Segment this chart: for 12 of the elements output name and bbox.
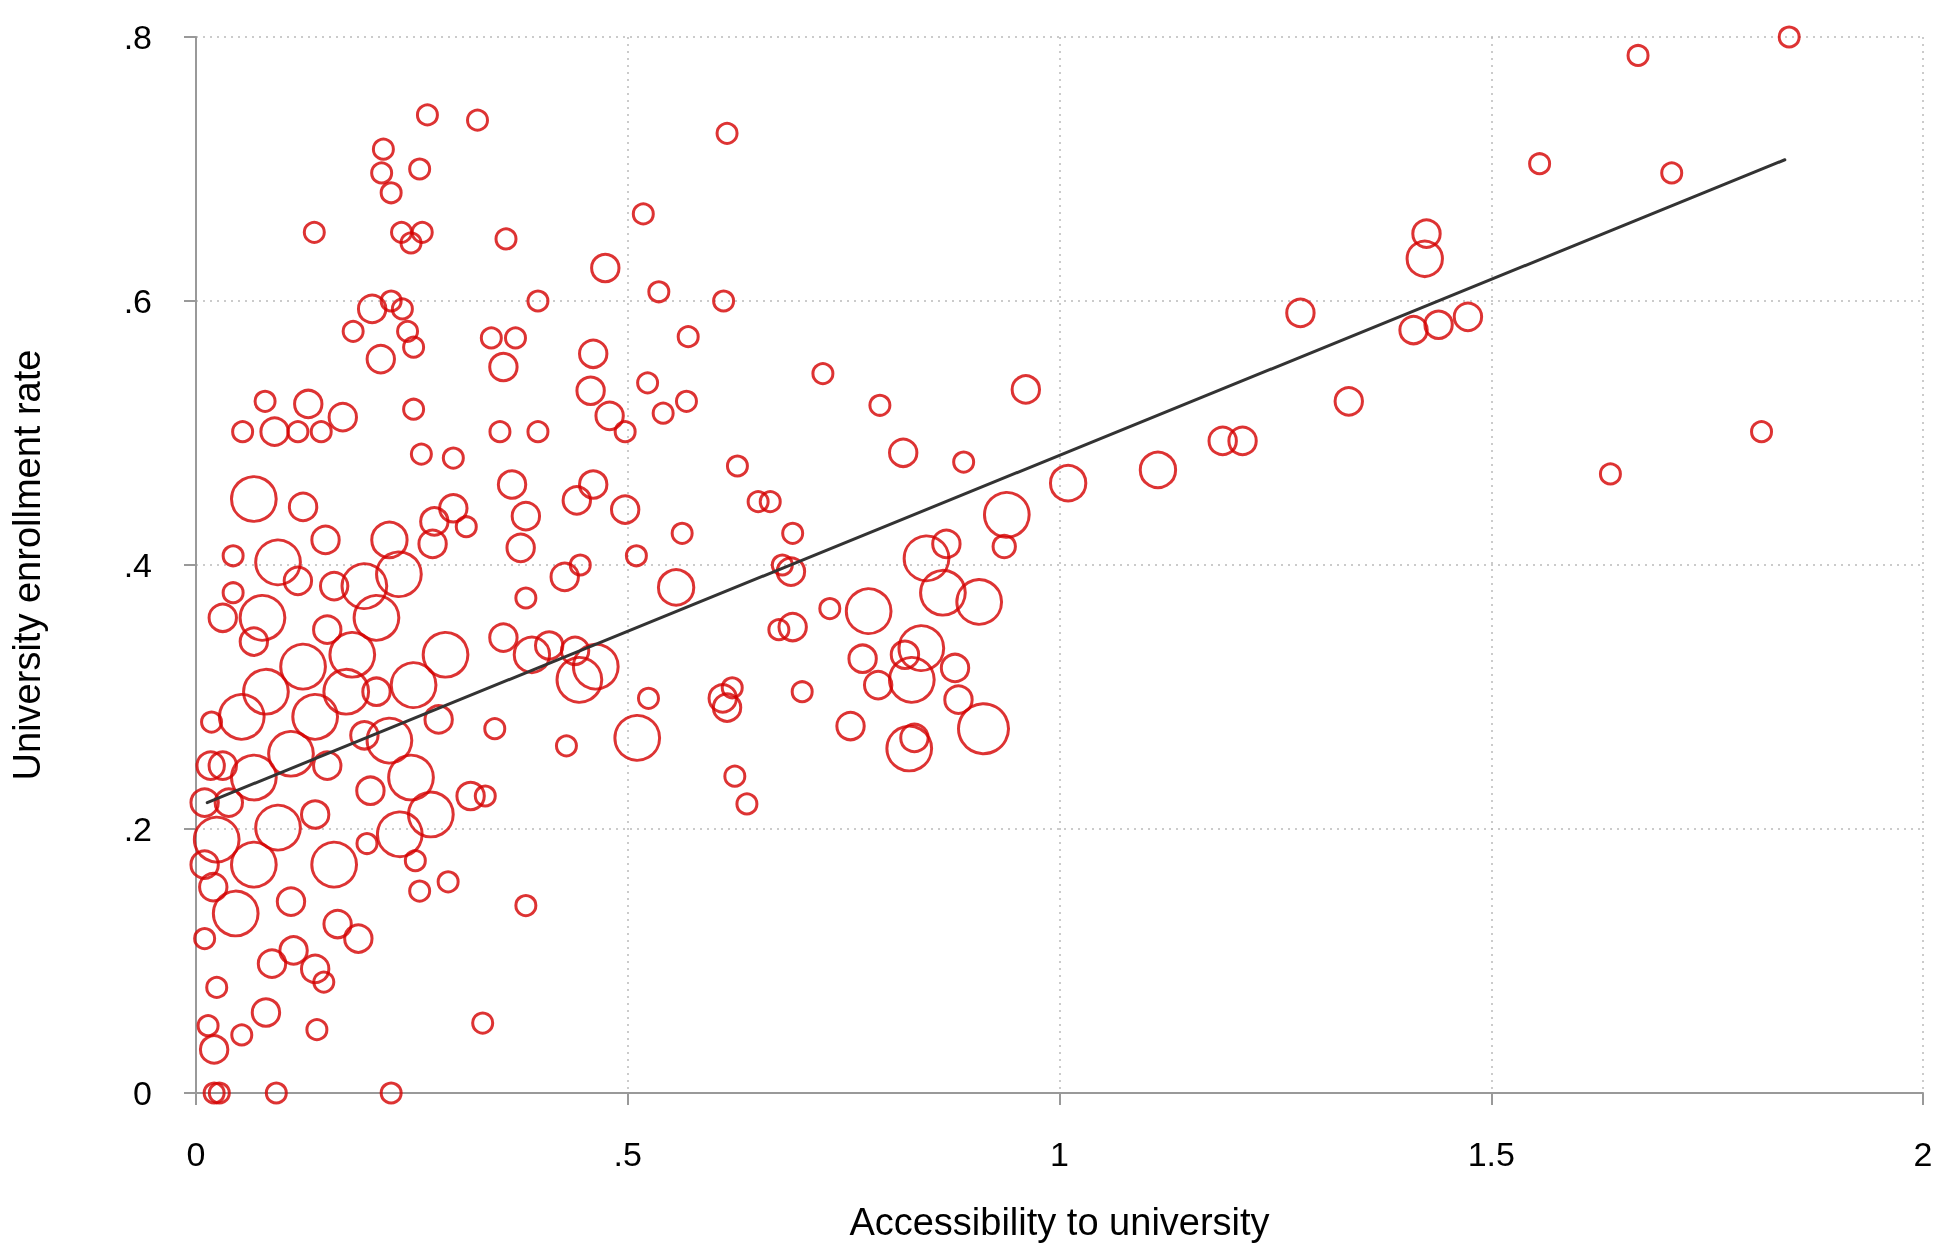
y-axis-title: University enrollment rate: [6, 349, 48, 781]
x-axis-title: Accessibility to university: [849, 1201, 1270, 1243]
x-tick-label: 0: [186, 1135, 206, 1173]
y-tick-label: 0: [133, 1074, 152, 1112]
x-tick-label: 1.5: [1467, 1135, 1515, 1173]
y-tick-label: .2: [123, 810, 152, 848]
x-tick-label: .5: [613, 1135, 642, 1173]
x-tick-label: 2: [1913, 1135, 1933, 1173]
y-tick-label: .4: [123, 546, 152, 584]
y-tick-label: .6: [123, 282, 152, 320]
x-tick-label: 1: [1050, 1135, 1069, 1173]
y-tick-label: .8: [123, 18, 152, 56]
